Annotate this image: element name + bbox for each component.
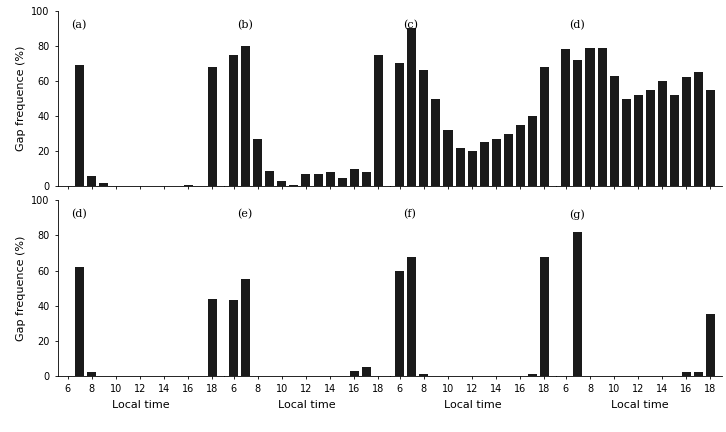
Bar xyxy=(585,48,595,186)
Bar xyxy=(407,257,417,376)
Bar xyxy=(76,267,84,376)
Bar xyxy=(597,48,606,186)
Bar xyxy=(374,55,383,186)
Bar xyxy=(362,172,371,186)
Bar xyxy=(208,67,216,186)
Bar xyxy=(99,183,108,186)
Bar xyxy=(694,372,703,376)
Bar xyxy=(76,65,84,186)
Bar xyxy=(301,174,311,186)
Bar xyxy=(539,67,549,186)
Bar xyxy=(610,76,619,186)
Bar xyxy=(407,29,417,186)
Bar xyxy=(241,280,250,376)
Text: (e): (e) xyxy=(237,209,253,219)
Text: (b): (b) xyxy=(237,19,253,30)
Bar xyxy=(420,374,428,376)
Bar xyxy=(621,98,631,186)
Y-axis label: Gap frequence (%): Gap frequence (%) xyxy=(16,235,26,341)
Bar xyxy=(682,77,690,186)
Bar xyxy=(658,81,666,186)
Text: (c): (c) xyxy=(404,19,418,30)
Bar xyxy=(253,139,262,186)
Bar xyxy=(241,46,250,186)
Bar xyxy=(277,181,287,186)
Bar xyxy=(87,176,97,186)
Bar xyxy=(229,55,238,186)
Bar xyxy=(325,172,335,186)
Bar xyxy=(455,148,465,186)
Bar xyxy=(208,299,216,376)
Bar xyxy=(290,184,298,186)
Text: (d): (d) xyxy=(71,209,87,219)
Bar xyxy=(468,151,476,186)
Text: (d): (d) xyxy=(570,19,585,30)
Bar xyxy=(420,70,428,186)
X-axis label: Local time: Local time xyxy=(113,400,170,410)
X-axis label: Local time: Local time xyxy=(278,400,336,410)
Bar xyxy=(706,314,715,376)
Bar xyxy=(229,300,238,376)
Bar xyxy=(574,60,582,186)
Bar xyxy=(314,174,322,186)
Bar xyxy=(184,184,192,186)
Bar xyxy=(338,178,346,186)
Bar xyxy=(574,232,582,376)
Text: (g): (g) xyxy=(570,209,585,220)
Text: (a): (a) xyxy=(71,19,86,30)
Bar xyxy=(87,372,97,376)
Y-axis label: Gap frequence (%): Gap frequence (%) xyxy=(16,46,26,151)
Bar xyxy=(539,257,549,376)
X-axis label: Local time: Local time xyxy=(611,400,668,410)
Bar xyxy=(492,139,501,186)
Bar xyxy=(362,367,371,376)
Bar xyxy=(706,90,715,186)
Bar xyxy=(350,169,359,186)
Bar xyxy=(561,49,571,186)
Bar xyxy=(266,171,274,186)
Bar xyxy=(396,64,404,186)
Bar xyxy=(682,372,690,376)
Bar xyxy=(515,125,525,186)
X-axis label: Local time: Local time xyxy=(444,400,502,410)
Bar xyxy=(504,133,513,186)
Bar xyxy=(480,143,489,186)
Bar xyxy=(669,95,679,186)
Bar xyxy=(396,270,404,376)
Bar xyxy=(694,72,703,186)
Bar xyxy=(634,95,643,186)
Bar xyxy=(528,374,537,376)
Text: (f): (f) xyxy=(404,209,417,219)
Bar xyxy=(528,116,537,186)
Bar xyxy=(350,371,359,376)
Bar xyxy=(444,130,452,186)
Bar xyxy=(431,98,441,186)
Bar xyxy=(645,90,655,186)
